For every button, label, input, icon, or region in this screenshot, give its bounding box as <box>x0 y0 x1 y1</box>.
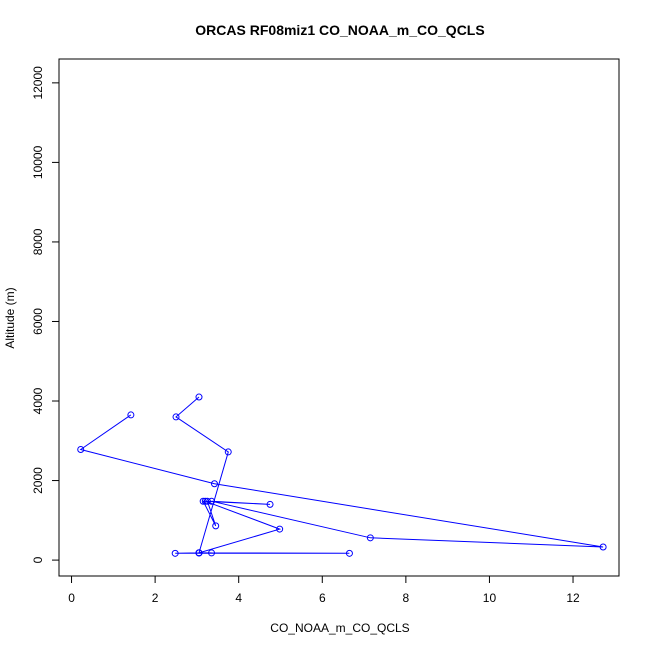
x-tick-label: 10 <box>483 591 497 605</box>
data-point <box>224 448 232 456</box>
x-tick-label: 6 <box>319 591 326 605</box>
x-axis: 0 2 4 6 8 10 12 <box>68 575 580 605</box>
y-tick-label: 12000 <box>31 66 45 100</box>
data-point <box>203 497 211 505</box>
y-tick-label: 6000 <box>31 308 45 335</box>
data-point <box>366 534 374 542</box>
data-point <box>195 393 203 401</box>
series-lines <box>79 396 604 554</box>
data-point <box>276 525 284 533</box>
series-points <box>77 393 607 557</box>
y-tick-label: 4000 <box>31 387 45 414</box>
data-point <box>212 522 220 530</box>
data-point <box>208 497 216 505</box>
x-tick-label: 4 <box>235 591 242 605</box>
y-tick-label: 8000 <box>31 228 45 255</box>
chart-title: ORCAS RF08miz1 CO_NOAA_m_CO_QCLS <box>195 22 484 38</box>
data-point <box>210 480 218 488</box>
x-tick-label: 2 <box>152 591 159 605</box>
data-point <box>172 413 180 421</box>
x-tick-label: 12 <box>566 591 580 605</box>
y-axis-label: Altitude (m) <box>3 287 17 348</box>
x-axis-label: CO_NOAA_m_CO_QCLS <box>270 621 409 635</box>
data-point <box>266 500 274 508</box>
y-tick-label: 10000 <box>31 145 45 179</box>
data-point <box>208 549 216 557</box>
data-point <box>171 549 179 557</box>
y-tick-label: 0 <box>31 556 45 563</box>
data-point <box>599 543 607 551</box>
series-line <box>79 396 604 554</box>
data-point <box>77 446 85 454</box>
data-point <box>345 549 353 557</box>
x-tick-label: 0 <box>68 591 75 605</box>
data-point <box>127 411 135 419</box>
y-axis: 0 2000 4000 6000 8000 10000 12000 <box>31 66 60 563</box>
data-point <box>195 549 203 557</box>
y-tick-label: 2000 <box>31 467 45 494</box>
x-tick-label: 8 <box>403 591 410 605</box>
data-point <box>199 497 207 505</box>
